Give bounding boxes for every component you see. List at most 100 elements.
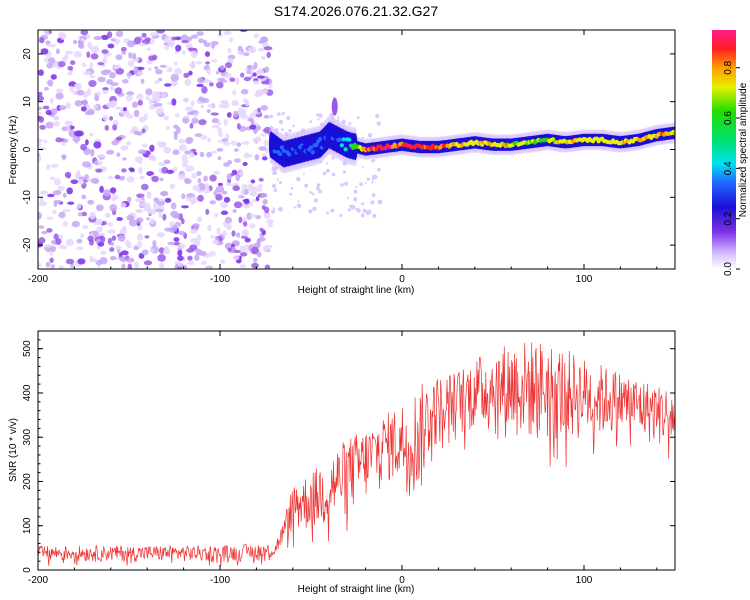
noise-blob (260, 133, 267, 137)
noise-blob (191, 172, 198, 179)
noise-blob (53, 115, 60, 121)
noise-blob (127, 263, 133, 269)
noise-blob (222, 230, 227, 237)
noise-blob (38, 138, 43, 143)
x-tick-label: -200 (28, 274, 48, 285)
noise-blob (67, 65, 74, 71)
noise-blob (159, 64, 167, 68)
noise-dot (326, 162, 329, 165)
noise-blob (103, 189, 111, 197)
noise-blob (126, 72, 132, 77)
noise-blob (148, 98, 154, 105)
noise-blob (95, 218, 103, 226)
noise-blob (257, 107, 261, 113)
noise-dot (281, 111, 285, 116)
colorbar-tick-label: 0.6 (723, 111, 734, 125)
noise-dot (346, 197, 349, 200)
noise-blob (211, 117, 219, 124)
noise-blob (249, 191, 258, 197)
colorbar-tick-label: 0.4 (723, 161, 734, 175)
noise-blob (222, 141, 231, 146)
noise-blob (90, 53, 99, 60)
noise-blob (176, 126, 181, 134)
x-tick-label: -100 (210, 274, 230, 285)
noise-blob (80, 143, 87, 151)
noise-blob (38, 111, 42, 117)
noise-blob (107, 31, 113, 39)
noise-blob (40, 190, 49, 195)
y-tick-label: 20 (22, 48, 33, 60)
noise-blob (70, 179, 79, 184)
noise-blob (251, 262, 259, 269)
noise-blob (163, 248, 171, 255)
noise-blob (58, 105, 67, 111)
snr-series-line (38, 342, 675, 566)
colorbar: 0.0 0.2 0.4 0.6 0.8 Normalized spectral ampl… (712, 30, 749, 276)
noise-blob (239, 30, 248, 33)
noise-blob (263, 139, 269, 147)
noise-dot (281, 128, 284, 132)
noise-blob (197, 77, 204, 84)
noise-blob (61, 154, 66, 161)
noise-blob (140, 202, 147, 207)
noise-blob (120, 46, 127, 52)
noise-blob (126, 91, 135, 96)
noise-blob (223, 30, 232, 36)
noise-blob (164, 83, 172, 87)
noise-blob (102, 220, 107, 226)
noise-blob (257, 47, 265, 52)
noise-dot (308, 209, 313, 214)
noise-blob (47, 79, 54, 87)
noise-blob (254, 154, 260, 161)
noise-blob (155, 103, 163, 107)
noise-blob (200, 135, 208, 140)
noise-blob (267, 221, 273, 228)
noise-blob (198, 38, 204, 44)
noise-blob (241, 235, 248, 239)
noise-blob (38, 95, 45, 102)
noise-blob (216, 147, 224, 152)
noise-blob (137, 166, 143, 175)
noise-blob (233, 249, 242, 254)
noise-dot (286, 116, 291, 120)
noise-blob (74, 83, 80, 89)
noise-blob (173, 213, 180, 219)
noise-blob (169, 183, 176, 190)
noise-blob (164, 197, 172, 203)
noise-blob (116, 217, 123, 221)
noise-blob (173, 237, 180, 242)
noise-blob (154, 208, 164, 213)
noise-blob (231, 101, 240, 106)
noise-dot (372, 158, 376, 162)
noise-blob (237, 50, 245, 56)
noise-dot (311, 192, 315, 196)
noise-blob (221, 190, 228, 195)
noise-blob (213, 190, 218, 197)
noise-blob (229, 77, 236, 82)
noise-blob (155, 107, 164, 115)
noise-blob (218, 132, 224, 138)
y-tick-label: -10 (22, 190, 33, 205)
snr-y-label: SNR (10 * v/v) (8, 418, 19, 482)
noise-blob (136, 93, 144, 101)
noise-blob (42, 105, 50, 110)
noise-blob (232, 185, 240, 192)
noise-blob (220, 259, 226, 264)
ridge-point (672, 131, 675, 136)
colorbar-label: Normalized spectral amplitude (738, 82, 749, 217)
x-tick-label: 0 (399, 575, 405, 586)
noise-blob (67, 72, 73, 76)
noise-blob (227, 47, 232, 54)
noise-blob (48, 43, 57, 48)
noise-blob (220, 201, 229, 208)
noise-blob (89, 75, 96, 79)
noise-blob (87, 199, 94, 205)
x-tick-label: 100 (576, 575, 593, 586)
noise-blob (225, 181, 233, 187)
noise-blob (56, 48, 60, 55)
noise-blob (133, 109, 140, 118)
noise-blob (247, 185, 254, 192)
noise-dot (362, 208, 367, 213)
noise-blob (73, 51, 83, 58)
noise-blob (93, 141, 102, 149)
